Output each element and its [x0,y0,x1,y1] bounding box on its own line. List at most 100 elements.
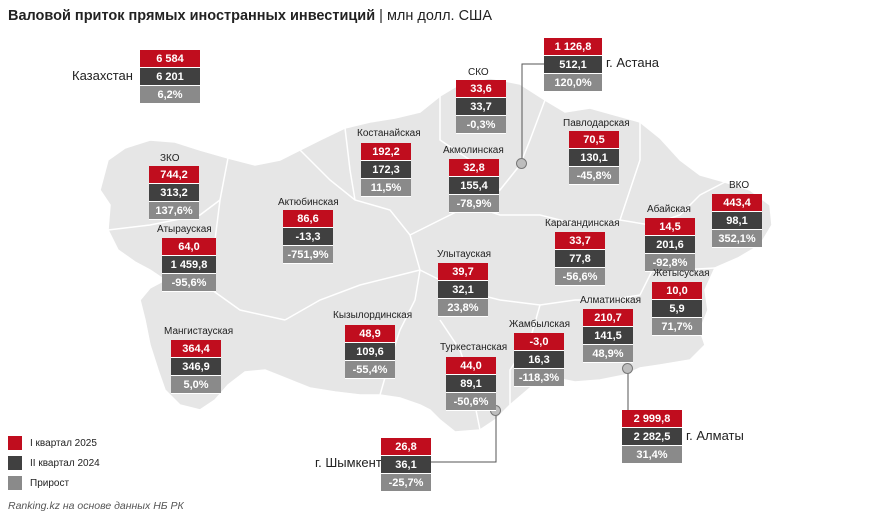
value-q2-2024: 172,3 [361,161,411,179]
almaty-marker [622,363,633,374]
stack-almaty-region: 210,7 141,5 48,9% [583,309,633,363]
region-label-almaty: г. Алматы [686,428,744,443]
value-q2-2024: 2 282,5 [622,428,682,446]
stack-astana: 1 126,8 512,1 120,0% [544,38,602,92]
region-label-atyrau: Атырауская [157,224,212,235]
value-growth: -78,9% [449,195,499,213]
legend-swatch-dark [8,456,22,470]
value-q2-2024: 5,9 [652,300,702,318]
region-label-zhetysu: Жетысуская [653,268,710,279]
region-label-shymkent: г. Шымкент [315,455,382,470]
stack-ulytau: 39,7 32,1 23,8% [438,263,488,317]
value-growth: -45,8% [569,167,619,185]
value-growth: -751,9% [283,246,333,264]
value-q1-2025: 192,2 [361,143,411,161]
value-growth: 23,8% [438,299,488,317]
value-q1-2025: 48,9 [345,325,395,343]
value-growth: -0,3% [456,116,506,134]
shymkent-leader [430,410,497,463]
region-label-kyzylorda: Кызылординская [333,310,413,321]
value-growth: 5,0% [171,376,221,394]
region-label-turkestan: Туркестанская [440,342,508,353]
value-q2-2024: 98,1 [712,212,762,230]
region-label-zko: ЗКО [160,153,180,164]
region-label-akmola: Акмолинская [443,145,504,156]
value-growth: -92,8% [645,254,695,272]
value-q2-2024: 155,4 [449,177,499,195]
value-q1-2025: 64,0 [162,238,216,256]
legend-swatch-red [8,436,22,450]
value-q2-2024: 6 201 [140,68,200,86]
value-q2-2024: 141,5 [583,327,633,345]
region-label-astana: г. Астана [606,55,659,70]
value-q2-2024: 346,9 [171,358,221,376]
stack-zko: 744,2 313,2 137,6% [149,166,199,220]
title-unit: млн долл. США [386,8,493,24]
legend-swatch-gray [8,476,22,490]
value-growth: -118,3% [514,369,564,387]
value-q2-2024: 201,6 [645,236,695,254]
value-q2-2024: 1 459,8 [162,256,216,274]
region-label-pavlodar: Павлодарская [563,118,630,129]
stack-akmola: 32,8 155,4 -78,9% [449,159,499,213]
stack-aktobe: 86,6 -13,3 -751,9% [283,210,333,264]
astana-marker [516,158,527,169]
value-growth: 48,9% [583,345,633,363]
chart-title: Валовой приток прямых иностранных инвест… [8,8,492,24]
value-q1-2025: 32,8 [449,159,499,177]
legend-item-q1-2025: I квартал 2025 [8,433,100,453]
value-growth: -95,6% [162,274,216,292]
value-growth: 120,0% [544,74,602,92]
value-q1-2025: 1 126,8 [544,38,602,56]
value-q1-2025: 26,8 [381,438,431,456]
stack-kazakhstan: 6 584 6 201 6,2% [140,50,200,104]
value-q2-2024: -13,3 [283,228,333,246]
value-q2-2024: 89,1 [446,375,496,393]
value-growth: -55,4% [345,361,395,379]
region-label-sko: СКО [468,67,489,78]
source-footer: Ranking.kz на основе данных НБ РК [8,500,184,512]
value-q1-2025: 6 584 [140,50,200,68]
stack-karaganda: 33,7 77,8 -56,6% [555,232,605,286]
region-label-mangystau: Мангистауская [164,326,234,337]
value-growth: 137,6% [149,202,199,220]
value-q1-2025: 2 999,8 [622,410,682,428]
legend: I квартал 2025 II квартал 2024 Прирост [8,433,100,493]
region-label-kostanay: Костанайская [357,128,421,139]
value-growth: 6,2% [140,86,200,104]
region-label-aktobe: Актюбинская [278,197,339,208]
value-q1-2025: 33,7 [555,232,605,250]
value-q2-2024: 313,2 [149,184,199,202]
title-separator: | [375,8,387,24]
value-q1-2025: 443,4 [712,194,762,212]
region-label-almaty-region: Алматинская [580,295,641,306]
title-main: Валовой приток прямых иностранных инвест… [8,8,376,24]
region-label-vko: ВКО [729,180,750,191]
value-q1-2025: 364,4 [171,340,221,358]
legend-label: I квартал 2025 [30,437,97,449]
value-q1-2025: 86,6 [283,210,333,228]
value-q1-2025: 39,7 [438,263,488,281]
legend-label: II квартал 2024 [30,457,100,469]
stack-turkestan: 44,0 89,1 -50,6% [446,357,496,411]
value-growth: 71,7% [652,318,702,336]
region-label-abay: Абайская [647,204,691,215]
value-growth: -25,7% [381,474,431,492]
value-q1-2025: 210,7 [583,309,633,327]
stack-kostanay: 192,2 172,3 11,5% [361,143,411,197]
stack-almaty: 2 999,8 2 282,5 31,4% [622,410,682,464]
region-label-zhambyl: Жамбылская [509,319,570,330]
value-q1-2025: 33,6 [456,80,506,98]
value-q1-2025: -3,0 [514,333,564,351]
value-growth: 31,4% [622,446,682,464]
value-q2-2024: 109,6 [345,343,395,361]
value-q2-2024: 512,1 [544,56,602,74]
value-q1-2025: 10,0 [652,282,702,300]
value-q2-2024: 36,1 [381,456,431,474]
value-q2-2024: 77,8 [555,250,605,268]
value-growth: -56,6% [555,268,605,286]
value-q1-2025: 744,2 [149,166,199,184]
legend-item-q2-2024: II квартал 2024 [8,453,100,473]
stack-sko: 33,6 33,7 -0,3% [456,80,506,134]
value-q1-2025: 44,0 [446,357,496,375]
